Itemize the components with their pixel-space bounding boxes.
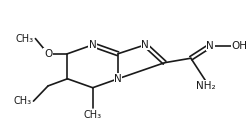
Text: N: N <box>141 40 149 50</box>
Text: O: O <box>44 49 52 59</box>
Text: N: N <box>114 74 122 84</box>
Text: NH₂: NH₂ <box>196 81 215 91</box>
Text: N: N <box>89 40 97 50</box>
Text: CH₃: CH₃ <box>16 34 34 44</box>
Text: OH: OH <box>232 41 248 51</box>
Text: CH₃: CH₃ <box>14 96 32 106</box>
Text: N: N <box>206 41 214 51</box>
Text: CH₃: CH₃ <box>84 110 102 120</box>
